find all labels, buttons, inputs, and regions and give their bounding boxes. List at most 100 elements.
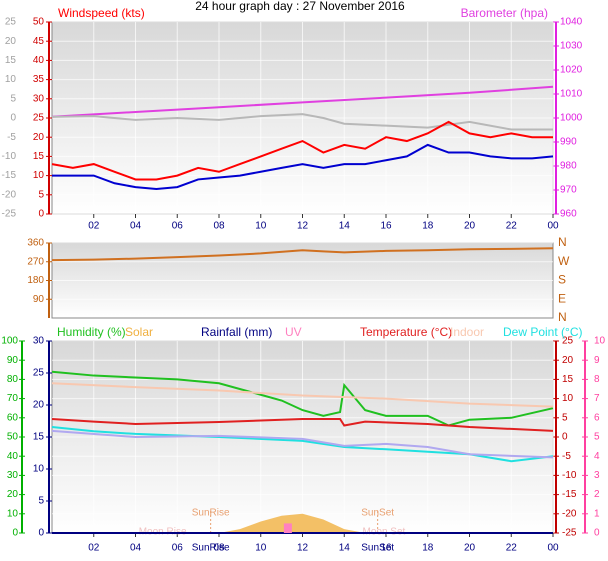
y-tick-label: 15 xyxy=(33,151,45,162)
y-tick-label: S xyxy=(558,273,566,287)
y-tick-label: 80 xyxy=(7,374,19,385)
y-tick-label: 25 xyxy=(5,17,17,28)
y-tick-label: 25 xyxy=(562,336,574,347)
x-tick-label: 02 xyxy=(88,221,100,232)
y-tick-label: 1030 xyxy=(560,41,583,52)
y-tick-label: 20 xyxy=(33,132,45,143)
line xyxy=(51,85,554,118)
y-tick-label: 90 xyxy=(7,355,19,366)
y-tick-label: 15 xyxy=(5,55,17,66)
y-tick-label: -20 xyxy=(562,508,577,519)
y-tick-label: E xyxy=(558,291,566,305)
x-tick-label: 08 xyxy=(213,543,225,554)
title: 24 hour graph day : 27 November 2016 xyxy=(195,0,405,13)
y-tick-label: 45 xyxy=(33,36,45,47)
y-tick-label: 990 xyxy=(560,137,577,148)
y-tick-label: 10 xyxy=(562,393,574,404)
x-tick-label: 22 xyxy=(506,221,518,232)
legend-label: Solar xyxy=(125,325,153,339)
y-tick-label: 90 xyxy=(33,294,45,305)
y-tick-label: 360 xyxy=(27,238,44,249)
legend-label: Barometer (hpa) xyxy=(461,6,548,20)
y-tick-label: N xyxy=(558,310,567,324)
x-tick-label: 12 xyxy=(297,221,309,232)
y-tick-label: 60 xyxy=(7,412,19,423)
y-tick-label: 3 xyxy=(594,470,600,481)
x-tick-label: 22 xyxy=(506,543,518,554)
x-tick-label: 10 xyxy=(255,221,267,232)
y-tick-label: -5 xyxy=(7,132,16,143)
x-tick-label: 12 xyxy=(297,543,309,554)
y-tick-label: 980 xyxy=(560,161,577,172)
y-tick-label: 25 xyxy=(33,368,45,379)
y-tick-label: 40 xyxy=(7,451,19,462)
y-tick-label: 1020 xyxy=(560,65,583,76)
line xyxy=(51,113,553,131)
line xyxy=(51,382,554,408)
legend-label: Temperature (°C) xyxy=(360,325,452,339)
x-tick-label: 02 xyxy=(88,543,100,554)
y-tick-label: 2 xyxy=(594,489,600,500)
legend-label: Rainfall (mm) xyxy=(201,325,272,339)
y-tick-label: 5 xyxy=(594,432,600,443)
y-tick-label: 0 xyxy=(38,528,44,539)
x-tick-label: 04 xyxy=(130,543,142,554)
y-tick-label: 8 xyxy=(594,374,600,385)
line xyxy=(51,370,554,427)
x-tick-label: 04 xyxy=(130,221,142,232)
line xyxy=(51,120,553,181)
y-tick-label: 10 xyxy=(594,336,606,347)
y-tick-label: 10 xyxy=(33,464,45,475)
area xyxy=(219,513,366,533)
y-tick-label: -25 xyxy=(562,528,577,539)
y-tick-label: 35 xyxy=(33,74,45,85)
y-tick-label: 10 xyxy=(7,508,19,519)
y-tick-label: 70 xyxy=(7,393,19,404)
y-tick-label: -10 xyxy=(2,151,17,162)
y-tick-label: 50 xyxy=(33,17,45,28)
y-tick-label: 50 xyxy=(7,432,19,443)
y-tick-label: 1040 xyxy=(560,17,583,28)
legend-label: Dew Point (°C) xyxy=(503,325,582,339)
legend-label: Indoor xyxy=(450,325,484,339)
x-tick-label: 06 xyxy=(172,221,184,232)
y-tick-label: 1 xyxy=(594,508,600,519)
y-tick-label: -25 xyxy=(2,209,17,220)
y-tick-label: 15 xyxy=(33,432,45,443)
legend-label: Windspeed (kts) xyxy=(58,6,145,20)
x-tick-label: 20 xyxy=(464,543,476,554)
y-tick-label: 20 xyxy=(5,36,17,47)
sun-label: SunRise xyxy=(192,508,230,519)
y-tick-label: 25 xyxy=(33,113,45,124)
y-tick-label: 970 xyxy=(560,185,577,196)
y-tick-label: -10 xyxy=(562,470,577,481)
x-tick-label: 18 xyxy=(422,221,434,232)
y-tick-label: 1010 xyxy=(560,89,583,100)
legend-label: UV xyxy=(285,325,302,339)
y-tick-label: -5 xyxy=(562,451,571,462)
x-tick-label: 18 xyxy=(422,543,434,554)
line xyxy=(51,247,554,262)
y-tick-label: N xyxy=(558,235,567,249)
line xyxy=(51,417,554,432)
bar xyxy=(283,523,292,533)
y-tick-label: -15 xyxy=(2,170,17,181)
y-tick-label: 0 xyxy=(562,432,568,443)
y-tick-label: 30 xyxy=(7,470,19,481)
y-tick-label: -20 xyxy=(2,189,17,200)
y-tick-label: 0 xyxy=(10,113,16,124)
y-tick-label: 5 xyxy=(10,93,16,104)
y-tick-label: 0 xyxy=(38,209,44,220)
line xyxy=(51,426,554,463)
y-tick-label: 30 xyxy=(33,336,45,347)
y-tick-label: 9 xyxy=(594,355,600,366)
y-tick-label: 5 xyxy=(38,189,44,200)
x-tick-label: 00 xyxy=(547,221,559,232)
sun-axis-label: SunSet xyxy=(361,543,394,554)
y-tick-label: 270 xyxy=(27,256,44,267)
x-tick-label: 16 xyxy=(380,543,392,554)
y-tick-label: 5 xyxy=(38,496,44,507)
sun-label: SunSet xyxy=(361,508,394,519)
x-tick-label: 16 xyxy=(380,221,392,232)
